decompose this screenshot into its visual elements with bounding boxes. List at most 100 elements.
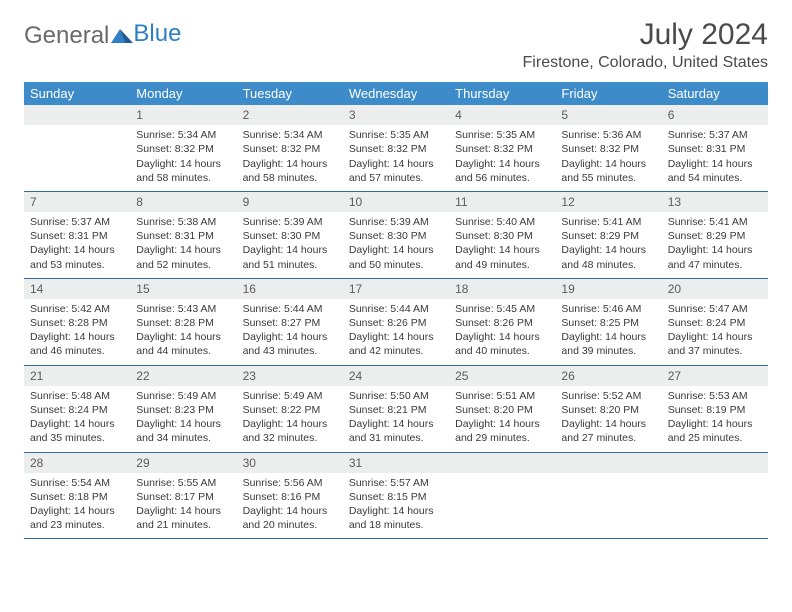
day-sunrise: Sunrise: 5:51 AM (455, 389, 549, 403)
day-daylight2: and 42 minutes. (349, 344, 443, 358)
day-sunset: Sunset: 8:31 PM (136, 229, 230, 243)
day-content: Sunrise: 5:40 AMSunset: 8:30 PMDaylight:… (449, 212, 555, 278)
day-number: 17 (343, 279, 449, 299)
day-sunset: Sunset: 8:32 PM (561, 142, 655, 156)
calendar-day: 25 Sunrise: 5:51 AMSunset: 8:20 PMDayligh… (449, 366, 555, 452)
day-daylight2: and 49 minutes. (455, 258, 549, 272)
day-daylight1: Daylight: 14 hours (455, 243, 549, 257)
day-number: 3 (343, 105, 449, 125)
calendar-day: 2Sunrise: 5:34 AMSunset: 8:32 PMDaylight… (237, 105, 343, 191)
day-daylight1: Daylight: 14 hours (561, 330, 655, 344)
day-number: 20 (662, 279, 768, 299)
day-number: 12 (555, 192, 661, 212)
calendar-day (662, 453, 768, 539)
calendar-day: 13Sunrise: 5:41 AMSunset: 8:29 PMDayligh… (662, 192, 768, 278)
day-content: Sunrise: 5:44 AMSunset: 8:26 PMDaylight:… (343, 299, 449, 365)
day-daylight2: and 29 minutes. (455, 431, 549, 445)
day-number: 10 (343, 192, 449, 212)
day-sunrise: Sunrise: 5:36 AM (561, 128, 655, 142)
day-content: Sunrise: 5:35 AMSunset: 8:32 PMDaylight:… (449, 125, 555, 191)
brand-triangle-icon (111, 22, 133, 50)
day-content: Sunrise: 5:41 AMSunset: 8:29 PMDaylight:… (555, 212, 661, 278)
day-content: Sunrise: 5:48 AMSunset: 8:24 PMDaylight:… (24, 386, 130, 452)
calendar-day: 18Sunrise: 5:45 AMSunset: 8:26 PMDayligh… (449, 279, 555, 365)
day-sunset: Sunset: 8:31 PM (30, 229, 124, 243)
day-content: Sunrise: 5:34 AMSunset: 8:32 PMDaylight:… (237, 125, 343, 191)
day-number: 13 (662, 192, 768, 212)
day-sunset: Sunset: 8:31 PM (668, 142, 762, 156)
day-daylight1: Daylight: 14 hours (561, 417, 655, 431)
calendar-day: 31Sunrise: 5:57 AMSunset: 8:15 PMDayligh… (343, 453, 449, 539)
day-sunrise: Sunrise: 5:57 AM (349, 476, 443, 490)
calendar-day: 24Sunrise: 5:50 AMSunset: 8:21 PMDayligh… (343, 366, 449, 452)
day-number: 4 (449, 105, 555, 125)
day-daylight2: and 52 minutes. (136, 258, 230, 272)
day-sunset: Sunset: 8:29 PM (561, 229, 655, 243)
day-number (449, 453, 555, 473)
day-daylight1: Daylight: 14 hours (243, 157, 337, 171)
calendar-day: 1Sunrise: 5:34 AMSunset: 8:32 PMDaylight… (130, 105, 236, 191)
day-number: 18 (449, 279, 555, 299)
day-number: 23 (237, 366, 343, 386)
day-daylight2: and 43 minutes. (243, 344, 337, 358)
day-content: Sunrise: 5:57 AMSunset: 8:15 PMDaylight:… (343, 473, 449, 539)
day-daylight2: and 34 minutes. (136, 431, 230, 445)
day-daylight2: and 40 minutes. (455, 344, 549, 358)
day-sunrise: Sunrise: 5:37 AM (668, 128, 762, 142)
day-daylight2: and 44 minutes. (136, 344, 230, 358)
day-daylight2: and 35 minutes. (30, 431, 124, 445)
day-sunset: Sunset: 8:17 PM (136, 490, 230, 504)
day-daylight2: and 25 minutes. (668, 431, 762, 445)
day-sunset: Sunset: 8:26 PM (349, 316, 443, 330)
location-text: Firestone, Colorado, United States (523, 54, 768, 72)
calendar-day: 6Sunrise: 5:37 AMSunset: 8:31 PMDaylight… (662, 105, 768, 191)
brand-part2: Blue (133, 20, 181, 48)
day-sunrise: Sunrise: 5:34 AM (136, 128, 230, 142)
day-number: 7 (24, 192, 130, 212)
calendar-week: 21Sunrise: 5:48 AMSunset: 8:24 PMDayligh… (24, 366, 768, 453)
day-daylight1: Daylight: 14 hours (455, 417, 549, 431)
page-header: General Blue July 2024 Firestone, Colora… (24, 18, 768, 72)
day-content: Sunrise: 5:37 AMSunset: 8:31 PMDaylight:… (662, 125, 768, 191)
day-sunset: Sunset: 8:24 PM (668, 316, 762, 330)
day-daylight2: and 56 minutes. (455, 171, 549, 185)
day-number: 1 (130, 105, 236, 125)
calendar-week: 7Sunrise: 5:37 AMSunset: 8:31 PMDaylight… (24, 192, 768, 279)
day-sunset: Sunset: 8:32 PM (136, 142, 230, 156)
day-daylight1: Daylight: 14 hours (30, 504, 124, 518)
calendar-day: 11Sunrise: 5:40 AMSunset: 8:30 PMDayligh… (449, 192, 555, 278)
day-number: 25 (449, 366, 555, 386)
day-sunrise: Sunrise: 5:52 AM (561, 389, 655, 403)
day-sunrise: Sunrise: 5:43 AM (136, 302, 230, 316)
day-daylight1: Daylight: 14 hours (136, 330, 230, 344)
day-sunrise: Sunrise: 5:50 AM (349, 389, 443, 403)
day-sunrise: Sunrise: 5:53 AM (668, 389, 762, 403)
calendar-day: 23Sunrise: 5:49 AMSunset: 8:22 PMDayligh… (237, 366, 343, 452)
day-sunset: Sunset: 8:19 PM (668, 403, 762, 417)
day-sunset: Sunset: 8:28 PM (136, 316, 230, 330)
day-daylight2: and 27 minutes. (561, 431, 655, 445)
day-daylight2: and 39 minutes. (561, 344, 655, 358)
calendar-week: 1Sunrise: 5:34 AMSunset: 8:32 PMDaylight… (24, 105, 768, 192)
day-number: 16 (237, 279, 343, 299)
day-daylight2: and 21 minutes. (136, 518, 230, 532)
day-content: Sunrise: 5:52 AMSunset: 8:20 PMDaylight:… (555, 386, 661, 452)
day-header: Monday (130, 82, 236, 105)
day-sunset: Sunset: 8:32 PM (243, 142, 337, 156)
day-content: Sunrise: 5:41 AMSunset: 8:29 PMDaylight:… (662, 212, 768, 278)
day-daylight1: Daylight: 14 hours (349, 243, 443, 257)
day-daylight1: Daylight: 14 hours (30, 330, 124, 344)
day-number: 27 (662, 366, 768, 386)
day-number: 8 (130, 192, 236, 212)
calendar-day: 9Sunrise: 5:39 AMSunset: 8:30 PMDaylight… (237, 192, 343, 278)
day-content: Sunrise: 5:45 AMSunset: 8:26 PMDaylight:… (449, 299, 555, 365)
day-daylight1: Daylight: 14 hours (455, 157, 549, 171)
day-number: 30 (237, 453, 343, 473)
day-sunset: Sunset: 8:20 PM (455, 403, 549, 417)
day-daylight1: Daylight: 14 hours (668, 330, 762, 344)
calendar-day: 21Sunrise: 5:48 AMSunset: 8:24 PMDayligh… (24, 366, 130, 452)
day-sunrise: Sunrise: 5:45 AM (455, 302, 549, 316)
day-sunset: Sunset: 8:28 PM (30, 316, 124, 330)
day-sunrise: Sunrise: 5:41 AM (668, 215, 762, 229)
day-content: Sunrise: 5:47 AMSunset: 8:24 PMDaylight:… (662, 299, 768, 365)
